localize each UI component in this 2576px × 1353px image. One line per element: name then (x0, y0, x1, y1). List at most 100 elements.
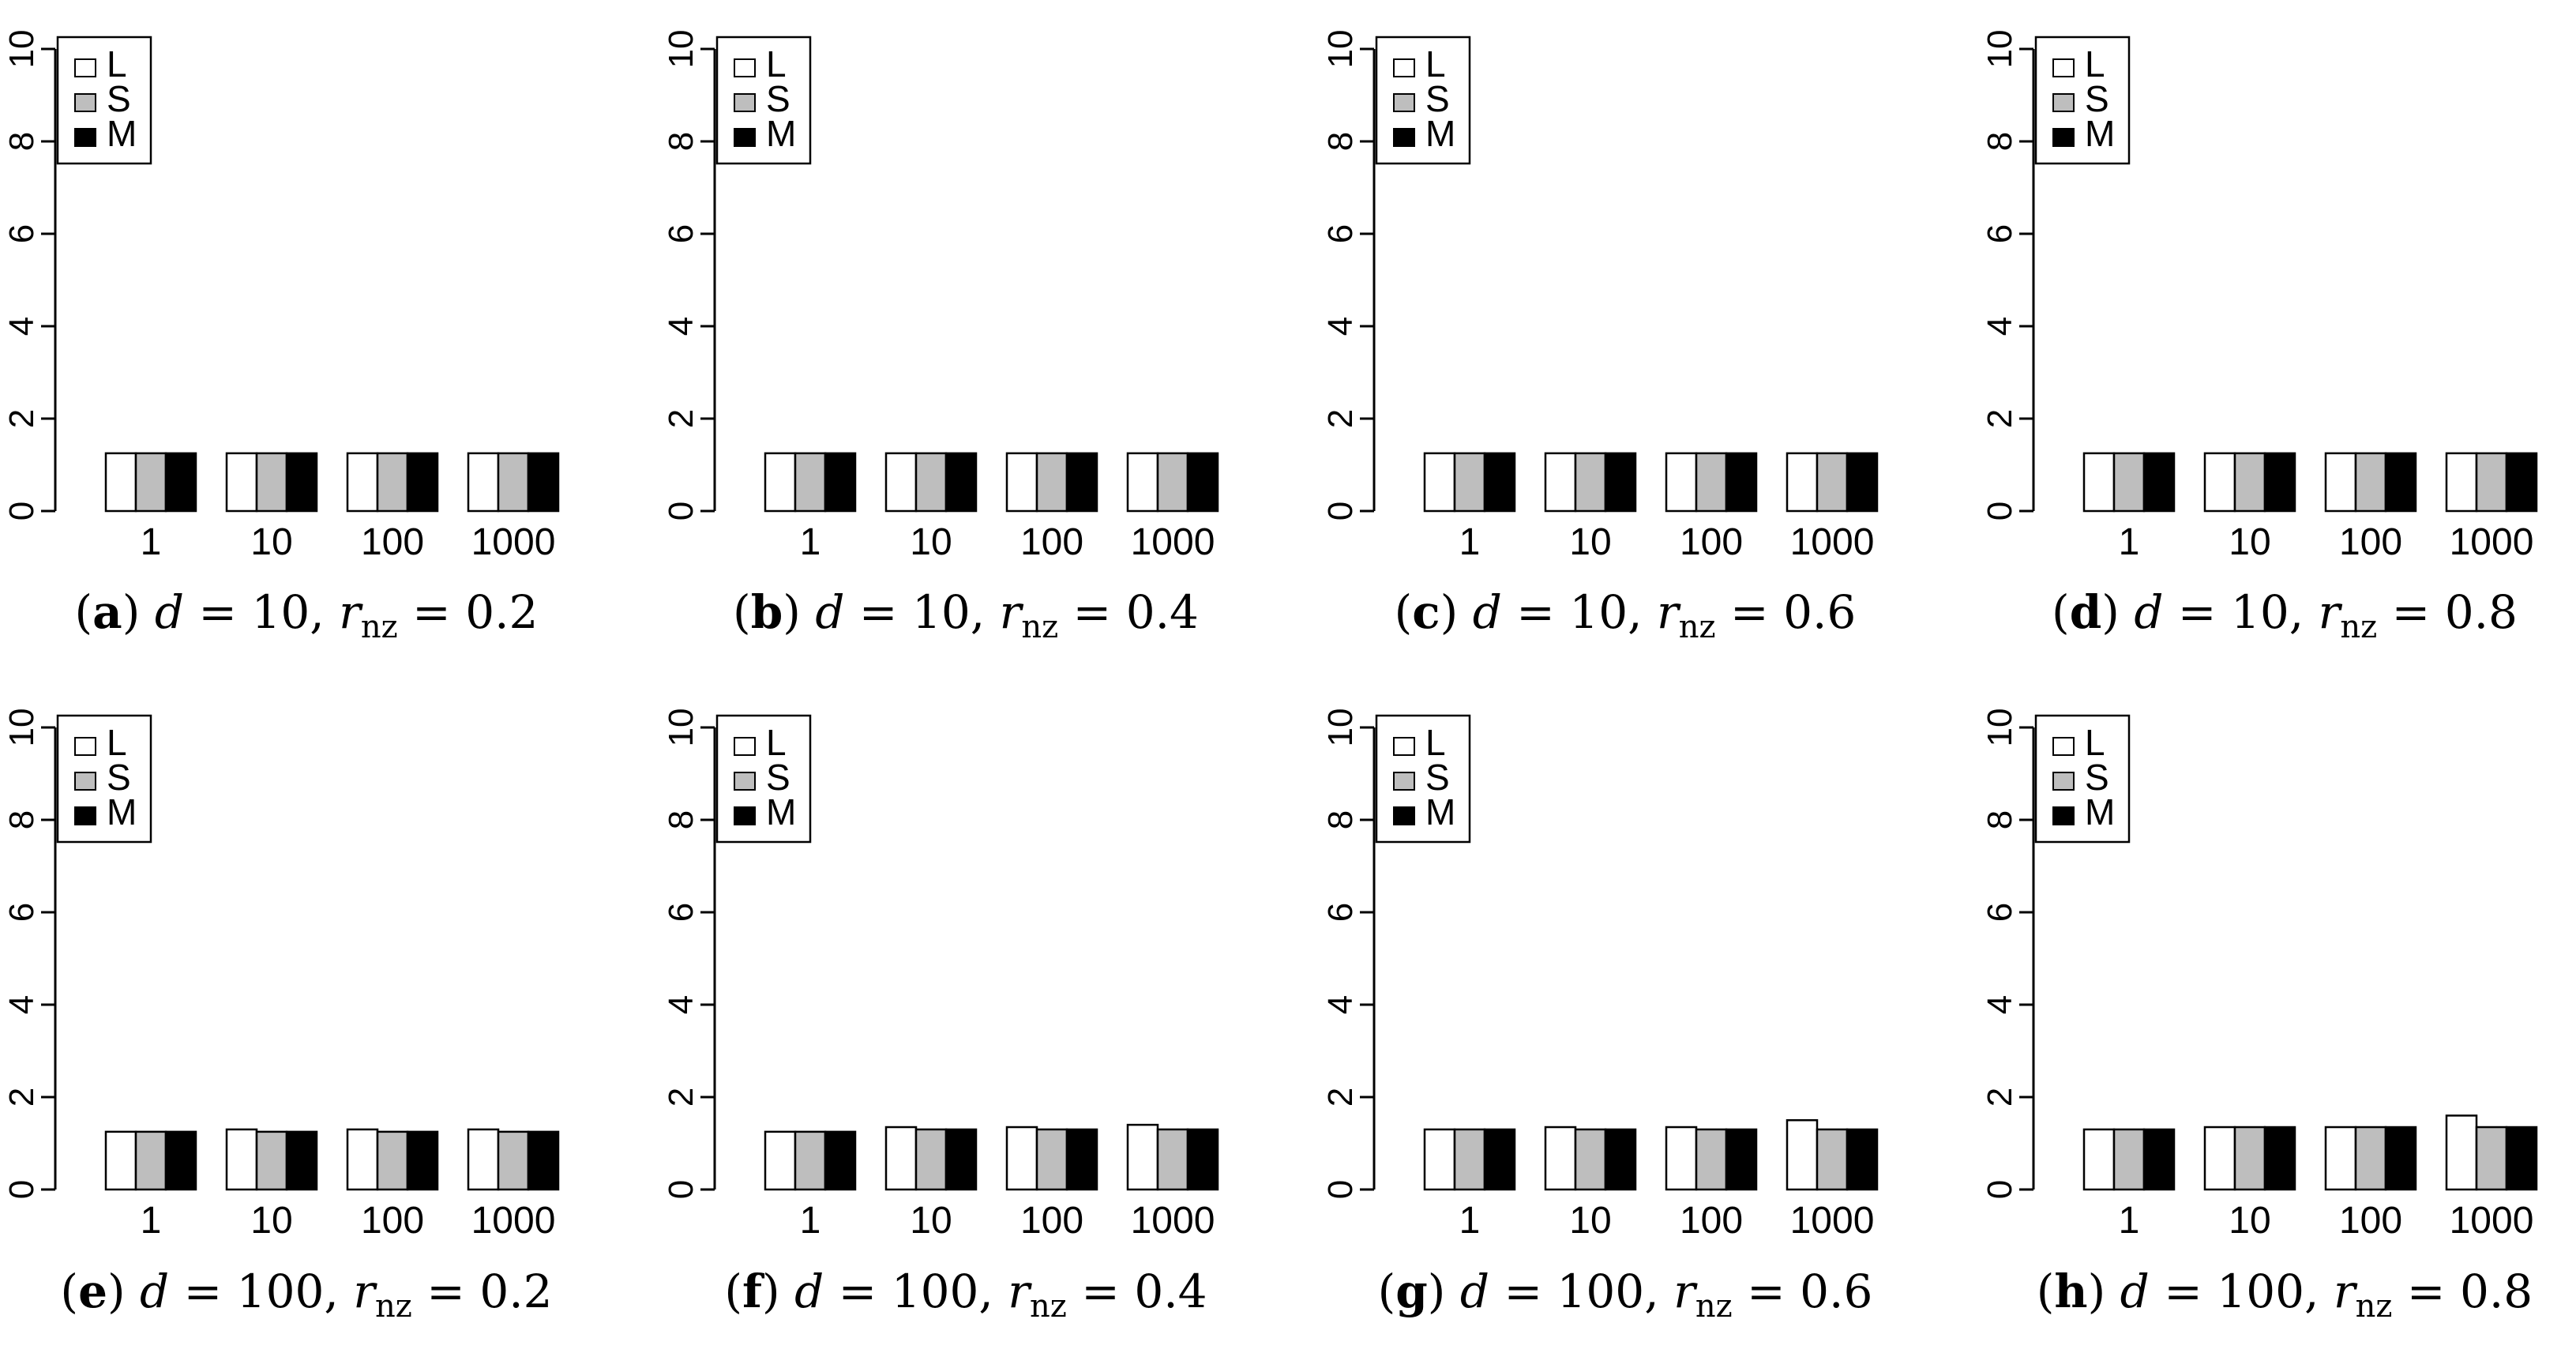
bar-S-10 (1574, 452, 1607, 513)
bar-L-10 (225, 452, 258, 513)
bar-L-1 (1423, 452, 1456, 513)
bar-L-100 (1005, 452, 1038, 513)
legend-label-M: M (1425, 113, 1455, 154)
x-category-label: 10 (1569, 1200, 1611, 1242)
bar-L-1000 (2445, 1114, 2478, 1191)
bar-S-1000 (1816, 452, 1849, 513)
x-category-label: 10 (2229, 521, 2270, 563)
y-tick-label: 4 (662, 317, 700, 336)
legend-label-L: L (1425, 43, 1446, 85)
y-tick-label: 2 (662, 409, 700, 428)
caption-d-value: 10 (912, 585, 971, 639)
chart-panel-h: 0 2 4 6 8 10 1 10 100 1000 LSM (h) d = 100, rnz = 0… (1981, 708, 2538, 1325)
legend-swatch-S (1393, 93, 1415, 112)
caption-d-value: 100 (1557, 1265, 1645, 1318)
bar-M-10 (944, 1128, 978, 1191)
legend-label-L: L (766, 43, 787, 85)
bar-M-1 (1483, 452, 1516, 513)
x-category-label: 1000 (2450, 1200, 2534, 1242)
bar-L-1000 (1786, 1119, 1819, 1191)
legend-box (1375, 36, 1471, 165)
y-tick-label: 2 (2, 409, 41, 428)
x-category-label: 10 (2229, 1200, 2270, 1242)
y-tick-label: 10 (1981, 30, 2019, 69)
bar-S-100 (1035, 1128, 1068, 1191)
bar-S-1 (1453, 1128, 1486, 1191)
bar-M-10 (285, 1130, 318, 1191)
bar-L-1 (2082, 1128, 2116, 1191)
bar-M-100 (1065, 452, 1098, 513)
bar-S-1000 (1816, 1128, 1849, 1191)
x-category-label: 100 (1680, 1200, 1743, 1242)
bar-L-1000 (467, 1128, 500, 1191)
y-tick-label: 10 (662, 30, 700, 69)
x-category-label: 1000 (471, 521, 556, 563)
bar-M-100 (406, 1130, 439, 1191)
y-tick-label: 8 (1321, 132, 1360, 151)
caption-label: f (742, 1265, 765, 1318)
bar-L-1 (104, 1130, 137, 1191)
bar-S-1 (134, 1130, 167, 1191)
bar-L-10 (884, 1126, 918, 1191)
legend-label-L: L (107, 43, 127, 85)
x-category-label: 100 (1680, 521, 1743, 563)
legend-label-M: M (2085, 113, 2115, 154)
legend-label-S: S (2085, 757, 2109, 798)
legend-swatch-L (74, 737, 96, 756)
chart-panel-a: 0 2 4 6 8 10 1 10 100 1000 LSM (a) d = 10, rnz = 0.… (2, 30, 560, 645)
x-category-label: 10 (910, 1200, 952, 1242)
x-category-label: 100 (1020, 521, 1083, 563)
y-tick-label: 0 (2, 1180, 41, 1199)
bar-S-1 (2112, 1128, 2146, 1191)
legend-label-M: M (107, 113, 137, 154)
bar-L-1 (1423, 1128, 1456, 1191)
y-tick-label: 0 (1981, 1180, 2019, 1199)
bar-M-1 (164, 452, 197, 513)
y-tick-label: 8 (662, 132, 700, 151)
bar-S-1000 (2475, 1126, 2508, 1191)
bar-S-10 (2233, 1126, 2266, 1191)
bar-L-10 (2203, 1126, 2236, 1191)
bar-S-100 (1695, 1128, 1728, 1191)
x-category-label: 10 (910, 521, 952, 563)
bar-M-1 (2142, 1128, 2176, 1191)
x-category-label: 1000 (1790, 1200, 1875, 1242)
x-category-label: 100 (361, 521, 424, 563)
chart-panel-b: 0 2 4 6 8 10 1 10 100 1000 LSM (b) d = 10, rnz = 0.… (662, 30, 1219, 645)
y-tick-label: 8 (662, 810, 700, 829)
bar-S-10 (914, 1128, 948, 1191)
bar-M-1 (824, 1130, 857, 1191)
bar-M-100 (1065, 1128, 1098, 1191)
bar-L-1000 (1786, 452, 1819, 513)
x-category-label: 100 (2339, 521, 2402, 563)
legend-swatch-L (1393, 58, 1415, 77)
caption-r-value: 0.4 (1134, 1265, 1207, 1318)
bar-M-1000 (1846, 452, 1879, 513)
y-tick-label: 10 (1981, 708, 2019, 747)
y-tick-label: 6 (662, 903, 700, 922)
caption-label: c (1412, 585, 1440, 639)
y-tick-label: 6 (2, 903, 41, 922)
x-category-label: 10 (1569, 521, 1611, 563)
y-tick-label: 6 (1321, 224, 1360, 243)
y-tick-label: 0 (2, 502, 41, 521)
legend-box (1375, 714, 1471, 844)
y-tick-label: 0 (1321, 1180, 1360, 1199)
y-tick-label: 10 (1321, 708, 1360, 747)
legend-box (2034, 36, 2131, 165)
y-tick-label: 10 (2, 30, 41, 69)
bar-S-10 (2233, 452, 2266, 513)
legend-swatch-S (74, 772, 96, 791)
legend-label-S: S (1425, 78, 1450, 119)
y-tick-label: 6 (1321, 903, 1360, 922)
x-category-label: 10 (250, 1200, 292, 1242)
legend-label-S: S (766, 757, 790, 798)
bar-M-100 (1725, 1128, 1758, 1191)
panel-caption: (e) d = 100, rnz = 0.2 (60, 1265, 552, 1325)
bar-L-100 (2324, 1126, 2357, 1191)
x-category-label: 1 (141, 521, 162, 563)
legend-swatch-S (1393, 772, 1415, 791)
caption-label: b (751, 585, 783, 639)
bar-S-1 (794, 1130, 827, 1191)
